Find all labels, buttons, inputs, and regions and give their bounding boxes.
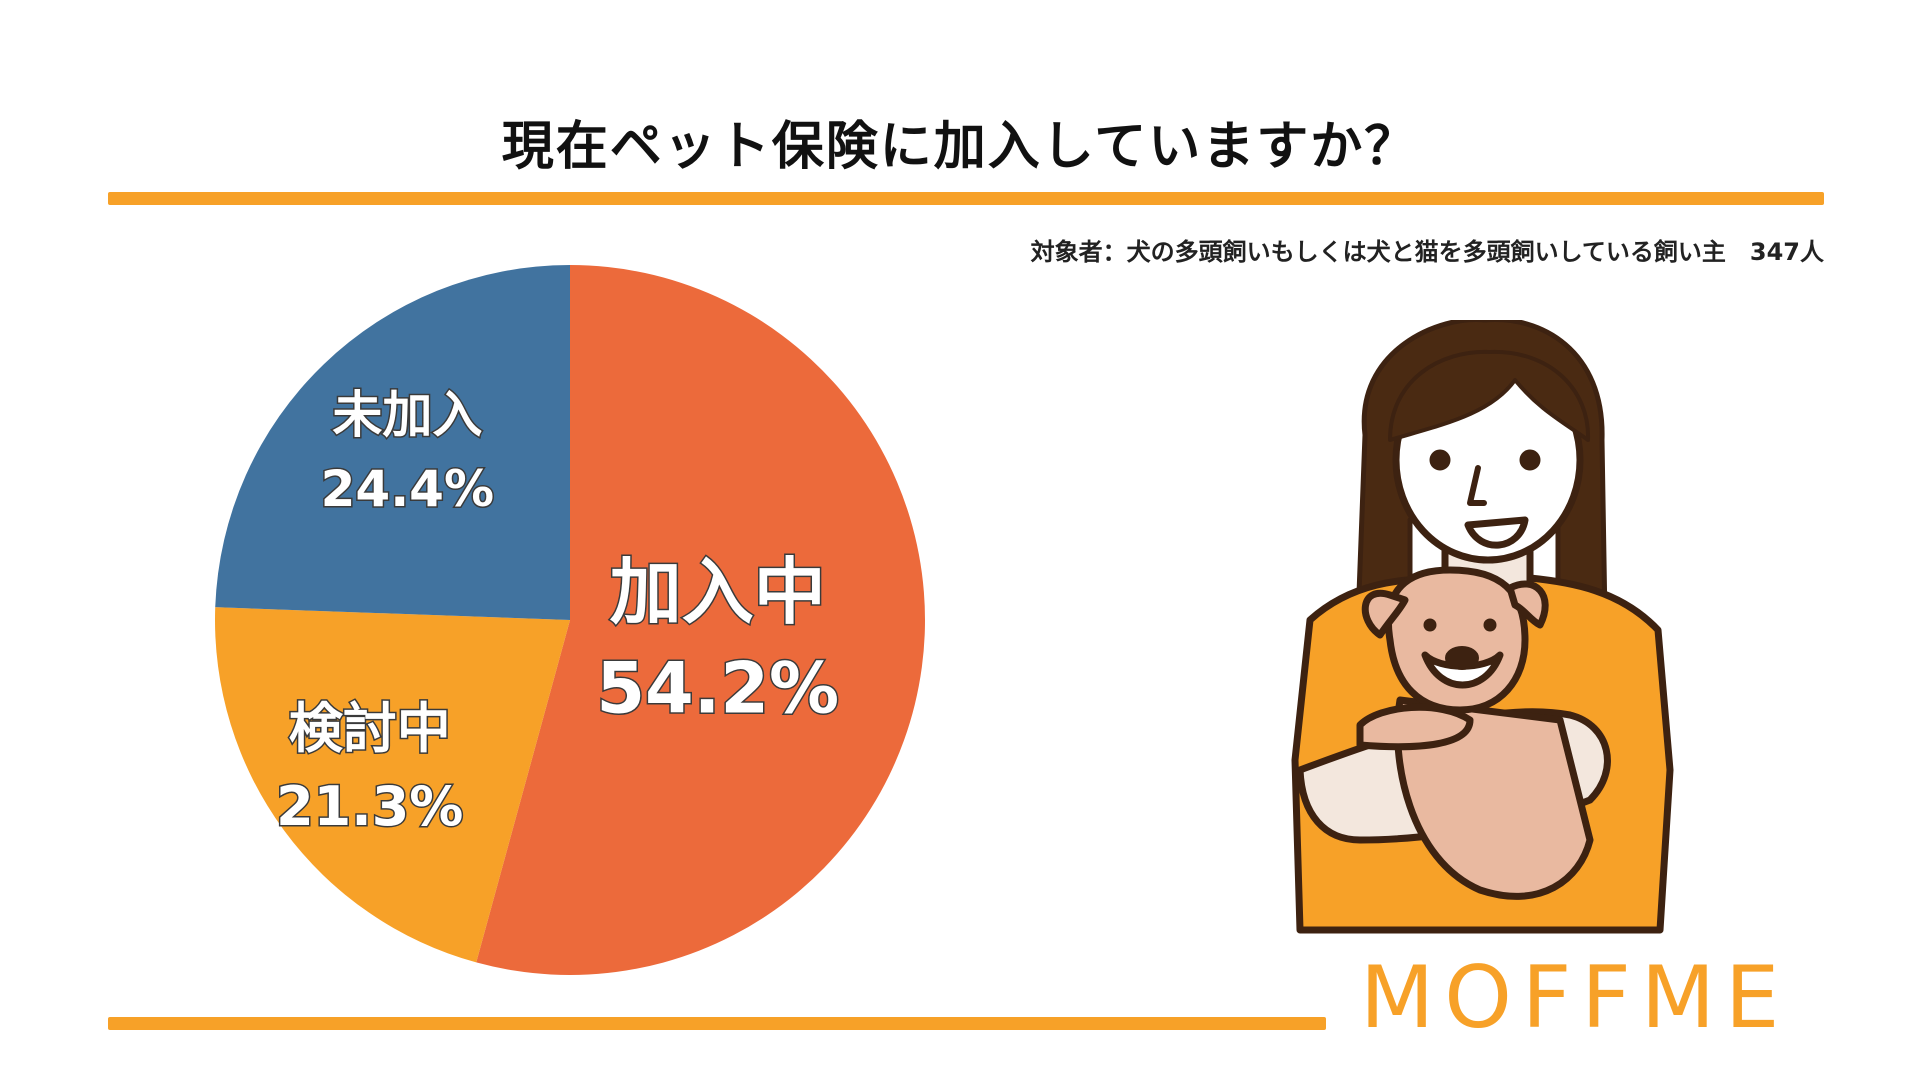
slice-category-label: 未加入 bbox=[332, 386, 482, 444]
dog-icon bbox=[1356, 566, 1594, 900]
slice-value-label: 21.3% bbox=[276, 775, 463, 838]
top-divider bbox=[108, 192, 1824, 205]
woman-with-dog-illustration bbox=[1291, 320, 1674, 934]
pie-slice bbox=[215, 265, 570, 620]
pie-chart: 加入中 54.2% 検討中 21.3% 未加入 24.4% bbox=[214, 265, 926, 975]
bottom-divider bbox=[108, 1017, 1326, 1030]
slice-category-label: 検討中 bbox=[289, 697, 451, 760]
pie-slice bbox=[214, 607, 570, 963]
brand-logo: MOFFME bbox=[1360, 948, 1790, 1048]
slice-value-label: 24.4% bbox=[321, 460, 494, 518]
slice-value-label: 54.2% bbox=[596, 647, 839, 729]
survey-subject-note: 対象者：犬の多頭飼いもしくは犬と猫を多頭飼いしている飼い主 347人 bbox=[1030, 238, 1824, 266]
page-title: 現在ペット保険に加入していますか？ bbox=[501, 117, 1419, 177]
slice-category-label: 加入中 bbox=[610, 550, 826, 634]
pie-slice bbox=[476, 265, 926, 975]
